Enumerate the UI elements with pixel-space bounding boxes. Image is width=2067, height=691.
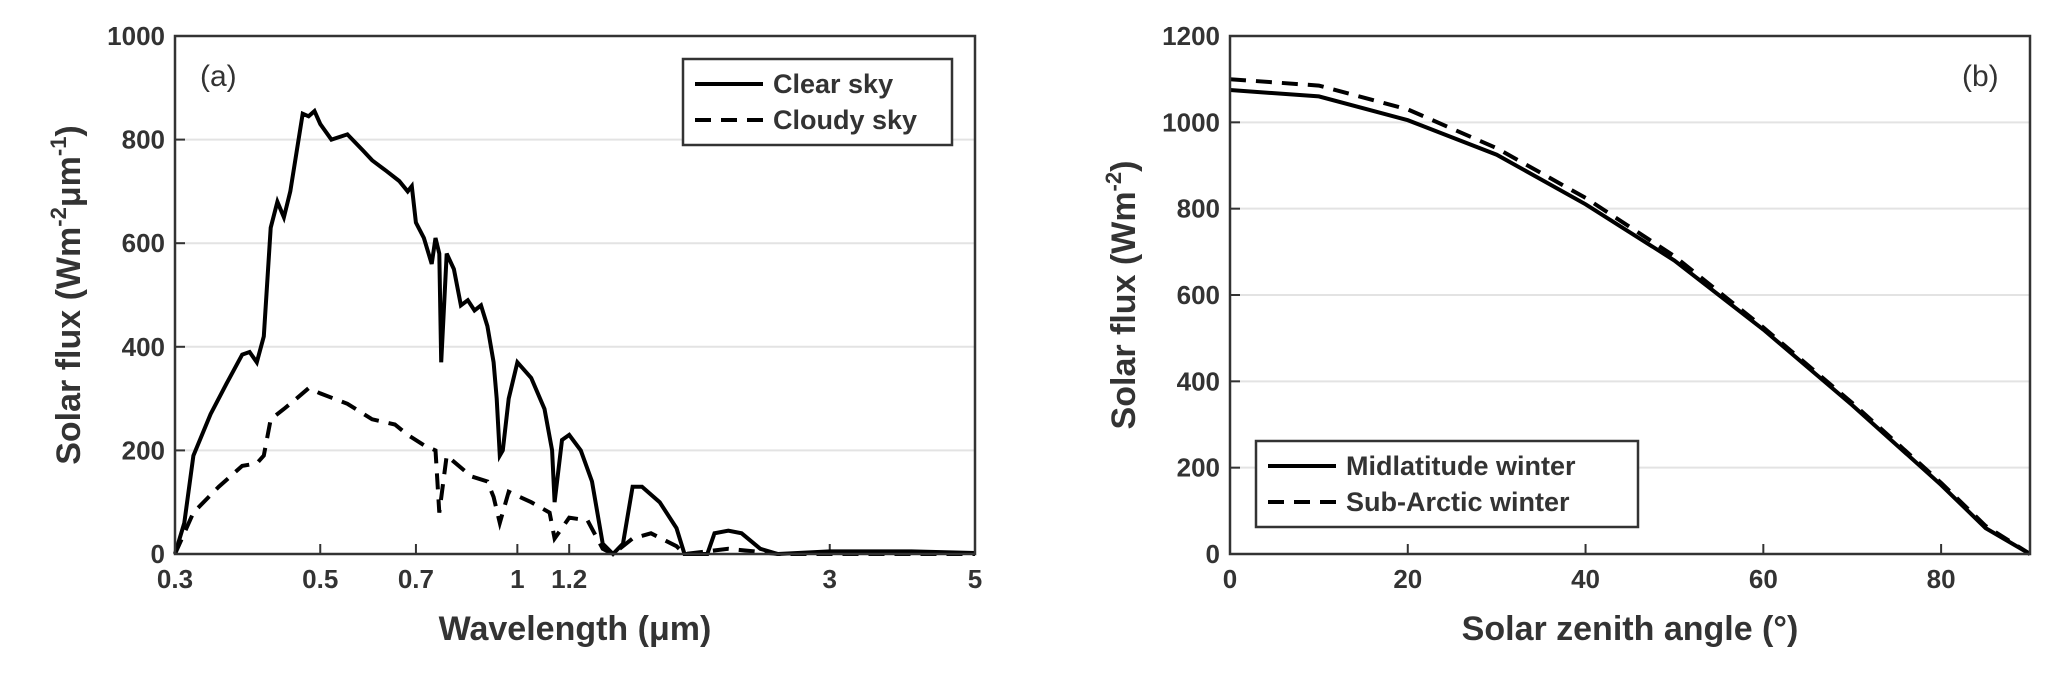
x-label-part: Solar zenith angle (°) bbox=[1462, 610, 1799, 648]
data-line bbox=[173, 107, 976, 557]
x-tick-label: 1.2 bbox=[551, 564, 587, 594]
y-tick-label: 800 bbox=[1177, 194, 1220, 224]
x-tick-label: 1 bbox=[510, 564, 524, 594]
y-tick-label: 1000 bbox=[1162, 107, 1220, 137]
y-tick-label: 800 bbox=[122, 125, 165, 155]
x-label-part: μ bbox=[649, 610, 670, 648]
y-tick-label: 0 bbox=[151, 539, 165, 569]
x-tick-label: 0 bbox=[1223, 564, 1237, 594]
legend: Midlatitude winter Sub-Arctic winter bbox=[1254, 439, 1640, 529]
panel-label: (a) bbox=[200, 60, 237, 93]
y-tick-label: 400 bbox=[122, 332, 165, 362]
y-label-part: μ bbox=[50, 186, 88, 207]
legend-label: Midlatitude winter bbox=[1346, 451, 1576, 481]
y-label-part: Solar flux (Wm bbox=[50, 227, 88, 465]
y-label-part: ) bbox=[1105, 161, 1143, 172]
legend-box bbox=[1254, 439, 1640, 529]
legend-label: Sub-Arctic winter bbox=[1346, 487, 1570, 517]
y-label-part: Solar flux (Wm bbox=[1105, 191, 1143, 429]
y-label-part: ) bbox=[50, 125, 88, 136]
panel-label: (b) bbox=[1962, 60, 1999, 93]
y-label-superscript: -2 bbox=[1101, 172, 1126, 192]
y-tick-label: 200 bbox=[1177, 453, 1220, 483]
y-tick-label: 200 bbox=[122, 435, 165, 465]
panel: 0 200 400 600 800 1000 0.3 0.5 0.7 1 1.2 3 5 (a) Wavel… bbox=[46, 21, 982, 648]
x-label-part: Wavelength ( bbox=[439, 610, 650, 648]
y-tick-label: 0 bbox=[1206, 539, 1220, 569]
y-tick-label: 1000 bbox=[107, 21, 165, 51]
y-tick-label: 600 bbox=[1177, 280, 1220, 310]
x-tick-label: 5 bbox=[968, 564, 982, 594]
legend-label: Clear sky bbox=[773, 69, 893, 99]
x-label-part: m) bbox=[670, 610, 712, 648]
axes-frame bbox=[1228, 34, 2032, 556]
legend-label: Cloudy sky bbox=[773, 105, 917, 135]
legend-box bbox=[681, 57, 954, 147]
x-tick-label: 40 bbox=[1571, 564, 1600, 594]
y-axis-label: Solar flux (Wm-2μm-1) bbox=[46, 125, 88, 465]
x-tick-label: 80 bbox=[1927, 564, 1956, 594]
x-tick-label: 0.5 bbox=[302, 564, 338, 594]
data-line bbox=[173, 385, 975, 557]
y-tick-label: 1200 bbox=[1162, 21, 1220, 51]
y-tick-label: 600 bbox=[122, 228, 165, 258]
y-label-superscript: -2 bbox=[46, 207, 71, 227]
x-tick-label: 0.7 bbox=[398, 564, 434, 594]
y-label-part: m bbox=[50, 156, 88, 186]
y-label-superscript: -1 bbox=[46, 137, 71, 157]
axes-frame bbox=[173, 34, 977, 556]
y-tick-label: 400 bbox=[1177, 366, 1220, 396]
x-axis-label: Solar zenith angle (°) bbox=[1462, 610, 1799, 648]
x-tick-label: 3 bbox=[823, 564, 837, 594]
x-tick-label: 60 bbox=[1749, 564, 1778, 594]
x-tick-label: 20 bbox=[1393, 564, 1422, 594]
legend: Clear sky Cloudy sky bbox=[681, 57, 954, 147]
panel: 0 200 400 600 800 1000 1200 0 20 40 60 80 (b) Solar z… bbox=[1101, 21, 2032, 648]
x-tick-label: 0.3 bbox=[157, 564, 193, 594]
x-axis-label: Wavelength (μm) bbox=[439, 610, 712, 648]
y-axis-label: Solar flux (Wm-2) bbox=[1101, 161, 1143, 430]
